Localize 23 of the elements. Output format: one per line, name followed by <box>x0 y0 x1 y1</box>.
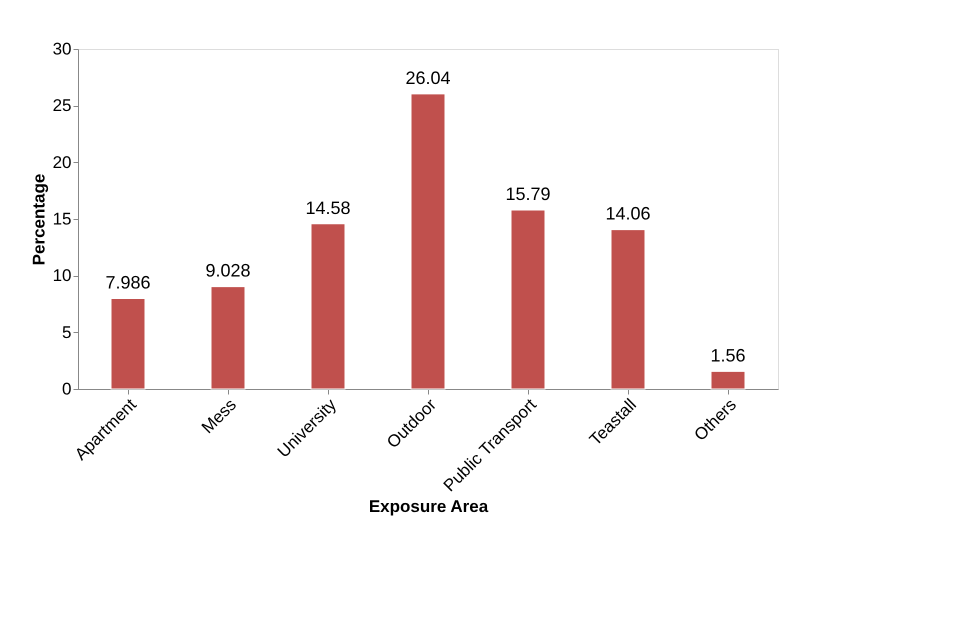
bar <box>110 298 146 390</box>
data-label: 26.04 <box>405 68 451 88</box>
bar <box>610 229 646 390</box>
bar <box>310 223 346 390</box>
data-label: 9.028 <box>205 260 251 281</box>
y-tick-label: 5 <box>62 322 72 342</box>
y-tick-label: 25 <box>52 96 72 116</box>
y-axis-title: Percentage <box>30 174 49 266</box>
y-tick-label: 30 <box>52 40 72 58</box>
bar <box>410 93 446 390</box>
y-tick-label: 10 <box>52 266 72 286</box>
data-label: 7.986 <box>105 272 151 292</box>
bar <box>710 370 746 390</box>
data-label: 15.79 <box>505 184 551 204</box>
bar <box>510 210 546 390</box>
y-tick-label: 0 <box>62 380 72 398</box>
y-tick-label: 20 <box>52 152 72 172</box>
data-label: 14.58 <box>305 198 351 218</box>
data-label: 14.06 <box>605 204 651 224</box>
x-axis-title: Exposure Area <box>368 496 489 516</box>
y-tick-label: 15 <box>52 210 72 228</box>
data-label: 1.56 <box>710 345 746 366</box>
bar <box>210 286 246 390</box>
